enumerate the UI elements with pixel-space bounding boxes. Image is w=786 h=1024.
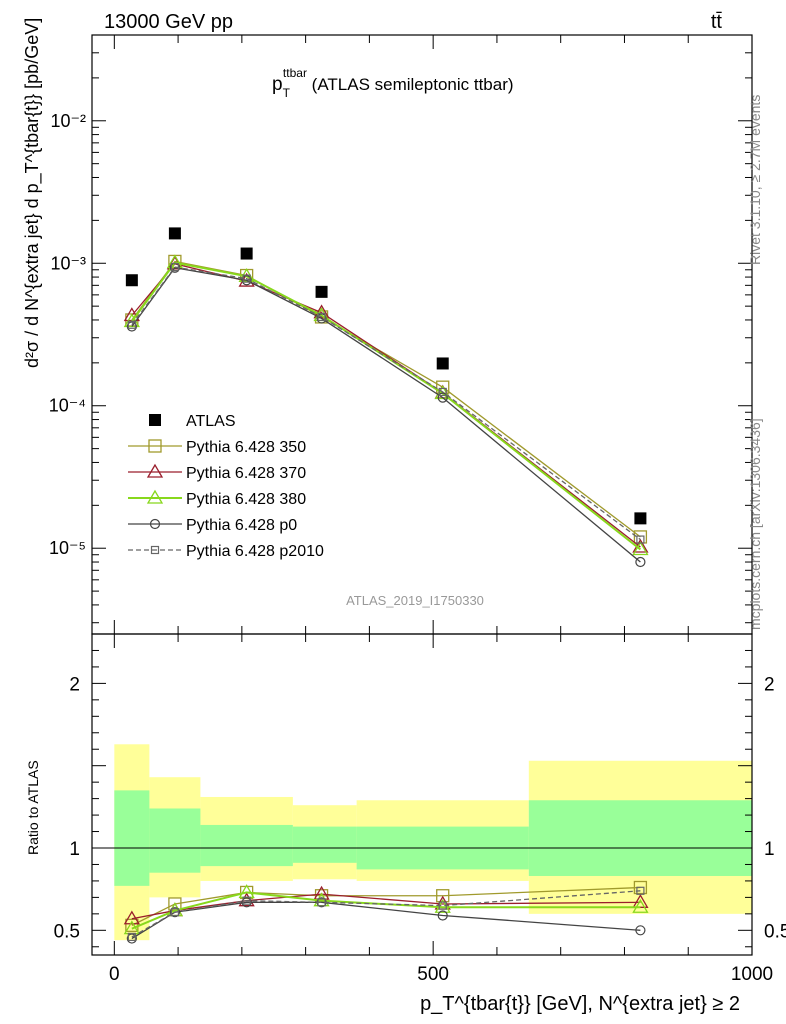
legend-marker-p0 bbox=[149, 518, 161, 530]
watermark: ATLAS_2019_I1750330 bbox=[346, 593, 484, 608]
ratio-point-p0 bbox=[126, 933, 137, 944]
ratio-point-p2010 bbox=[170, 908, 179, 917]
axes-group: 0 500 1000 10⁻⁵ 10⁻⁴ 10⁻³ 10⁻² 0.5 0.5 1 1 2 2 bbox=[49, 34, 786, 985]
ratio-point-p0 bbox=[635, 925, 646, 936]
ratio-y-tick-label: 0.5 bbox=[54, 921, 80, 942]
ratio-point-p0 bbox=[241, 897, 252, 908]
ratio-band-inner bbox=[114, 790, 150, 886]
y-tick-label: 10⁻⁴ bbox=[49, 396, 86, 416]
main-series-group bbox=[123, 227, 649, 568]
mcplots-label: mcplots.cern.ch [arXiv:1306.3436] bbox=[747, 418, 763, 630]
y-tick-label: 10⁻³ bbox=[50, 253, 86, 273]
rivet-label: Rivet 3.1.10, ≥ 2.7M events bbox=[747, 95, 763, 265]
x-tick-label: 0 bbox=[109, 964, 120, 985]
ratio-point-p0 bbox=[169, 907, 180, 918]
ratio-axis-title: Ratio to ATLAS bbox=[25, 760, 41, 855]
ratio-point-p2010 bbox=[317, 898, 326, 907]
main-point-p380 bbox=[123, 313, 140, 328]
main-point-p2010 bbox=[636, 535, 645, 544]
legend-label-p350: Pythia 6.428 350 bbox=[186, 439, 306, 456]
ratio-point-p0 bbox=[437, 910, 448, 921]
main-point-p380 bbox=[632, 541, 649, 556]
main-point-atlas bbox=[240, 247, 253, 260]
legend-label-p370: Pythia 6.428 370 bbox=[186, 465, 306, 482]
ratio-line-p2010 bbox=[131, 890, 641, 938]
main-line-p2010 bbox=[131, 266, 641, 541]
ratio-y-tick-label: 1 bbox=[69, 839, 80, 860]
legend-label-p2010: Pythia 6.428 p2010 bbox=[186, 543, 324, 560]
main-point-atlas bbox=[168, 227, 181, 240]
ratio-point-p370 bbox=[123, 910, 140, 925]
main-point-p2010 bbox=[242, 274, 251, 283]
main-point-atlas bbox=[634, 512, 647, 525]
legend-label-p0: Pythia 6.428 p0 bbox=[186, 517, 297, 534]
header-left-label: 13000 GeV pp bbox=[104, 11, 233, 33]
legend-label-atlas: ATLAS bbox=[186, 413, 236, 430]
ratio-band-inner bbox=[200, 824, 293, 867]
ratio-y-tick-label: 2 bbox=[69, 674, 80, 695]
legend-marker-p350 bbox=[148, 439, 162, 453]
plot-title: pTttbar (ATLAS semileptonic ttbar) bbox=[272, 66, 514, 100]
ratio-point-p2010 bbox=[242, 896, 251, 905]
main-point-p2010 bbox=[170, 262, 179, 272]
ratio-band-inner bbox=[292, 826, 357, 863]
ratio-frame bbox=[91, 633, 753, 956]
ratio-band-inner bbox=[528, 800, 752, 876]
main-point-atlas bbox=[315, 285, 328, 298]
main-point-p370 bbox=[313, 304, 330, 319]
x-tick-label: 1000 bbox=[731, 964, 773, 985]
main-point-p0 bbox=[437, 392, 448, 403]
main-line-p380 bbox=[131, 261, 642, 551]
main-point-atlas bbox=[125, 274, 138, 287]
x-axis-title: p_T^{tbar{t}} [GeV], N^{extra jet} ≥ 2 bbox=[420, 993, 740, 1015]
legend-marker-atlas bbox=[149, 414, 161, 426]
legend-marker-p380 bbox=[146, 489, 164, 504]
ratio-line-p380 bbox=[131, 891, 641, 930]
ratio-y-tick-label-right: 1 bbox=[764, 839, 775, 860]
x-tick-label: 500 bbox=[417, 964, 449, 985]
main-point-p2010 bbox=[127, 320, 136, 329]
main-point-p2010 bbox=[317, 312, 326, 322]
ratio-y-tick-label-right: 2 bbox=[764, 674, 775, 695]
legend-marker-p370 bbox=[146, 463, 164, 478]
ratio-uncertainty-bands bbox=[114, 744, 752, 941]
main-point-p0 bbox=[241, 275, 252, 286]
header-right-label: tt̄ bbox=[711, 11, 723, 33]
main-point-atlas bbox=[436, 357, 449, 370]
main-point-p0 bbox=[635, 556, 646, 568]
ratio-y-tick-label-right: 0.5 bbox=[764, 921, 786, 942]
ratio-point-p2010 bbox=[636, 886, 645, 895]
ratio-series-group bbox=[123, 880, 649, 944]
main-point-p0 bbox=[126, 321, 137, 332]
main-point-p2010 bbox=[438, 387, 447, 397]
ratio-point-p2010 bbox=[127, 932, 136, 941]
y-axis-title: d²σ / d N^{extra jet} d p_T^{tbar{t}} [p… bbox=[22, 18, 43, 368]
ratio-point-p380 bbox=[632, 898, 649, 913]
ratio-point-p350 bbox=[633, 880, 648, 895]
ratio-point-p2010 bbox=[438, 901, 447, 910]
ratio-line-p350 bbox=[131, 886, 641, 926]
legend-label-p380: Pythia 6.428 380 bbox=[186, 491, 306, 508]
y-tick-label: 10⁻⁵ bbox=[49, 538, 86, 558]
y-tick-label: 10⁻² bbox=[50, 111, 86, 131]
legend: ATLAS Pythia 6.428 350 Pythia 6.428 370 Pyt… bbox=[128, 413, 324, 560]
ratio-band-inner bbox=[149, 808, 201, 873]
legend-marker-p2010 bbox=[150, 545, 160, 555]
